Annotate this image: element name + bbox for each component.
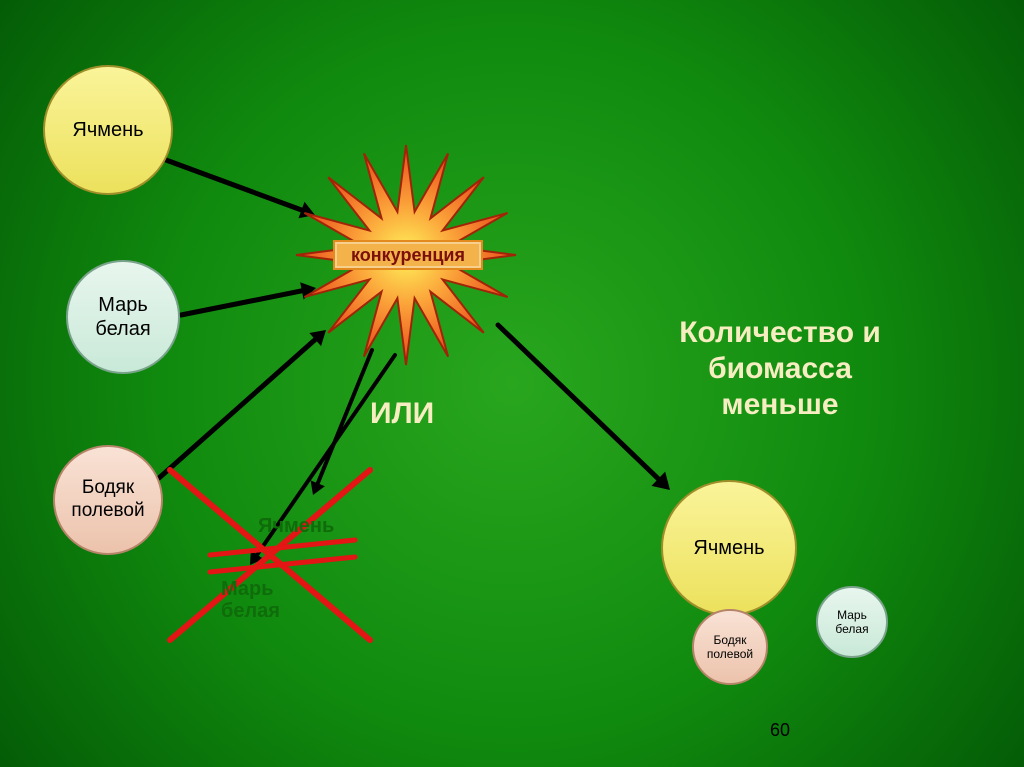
node-thistle-right: Бодяк полевой	[692, 609, 768, 685]
arrow-a-barley-comp	[166, 160, 301, 210]
crossed-text-line-1: Марь	[221, 578, 274, 601]
node-label-goosefoot-right: Марь белая	[835, 608, 868, 637]
node-barley-right: Ячмень	[661, 480, 797, 616]
arrow-a-comp-right	[498, 325, 658, 479]
right-title-line-0: Количество и	[640, 315, 920, 351]
right-title-line-1: биомасса	[640, 351, 920, 387]
node-thistle-left: Бодяк полевой	[53, 445, 163, 555]
crossed-text-line-0: Ячмень	[258, 515, 334, 538]
arrowhead-a-thistle-comp	[309, 330, 326, 346]
or-label: ИЛИ	[370, 397, 434, 431]
node-label-thistle-right: Бодяк полевой	[707, 633, 753, 662]
cross-stroke-2	[210, 540, 355, 555]
right-title-line-2: меньше	[640, 387, 920, 423]
crossed-text-line-2: белая	[221, 600, 280, 623]
node-label-barley-right: Ячмень	[693, 536, 764, 560]
arrowhead-a-goosefoot-comp	[300, 282, 316, 299]
arrowhead-a-barley-comp	[298, 202, 315, 219]
arrow-a-comp-crossed1	[318, 350, 372, 483]
page-number: 60	[770, 720, 790, 741]
arrow-a-thistle-comp	[159, 340, 315, 478]
arrowhead-a-comp-crossed1	[311, 480, 325, 495]
right-title: Количество ибиомассаменьше	[640, 315, 920, 423]
node-label-barley-left: Ячмень	[72, 118, 143, 142]
arrowhead-a-comp-right	[651, 472, 670, 490]
node-barley-left: Ячмень	[43, 65, 173, 195]
arrowhead-a-comp-crossed2	[250, 550, 263, 565]
cross-stroke-3	[210, 557, 355, 572]
node-label-goosefoot-left: Марь белая	[95, 293, 150, 341]
arrow-a-goosefoot-comp	[181, 291, 302, 315]
competition-label-text: конкуренция	[351, 245, 465, 266]
node-label-thistle-left: Бодяк полевой	[71, 477, 144, 523]
competition-label: конкуренция	[333, 240, 483, 270]
node-goosefoot-left: Марь белая	[66, 260, 180, 374]
node-goosefoot-right: Марь белая	[816, 586, 888, 658]
